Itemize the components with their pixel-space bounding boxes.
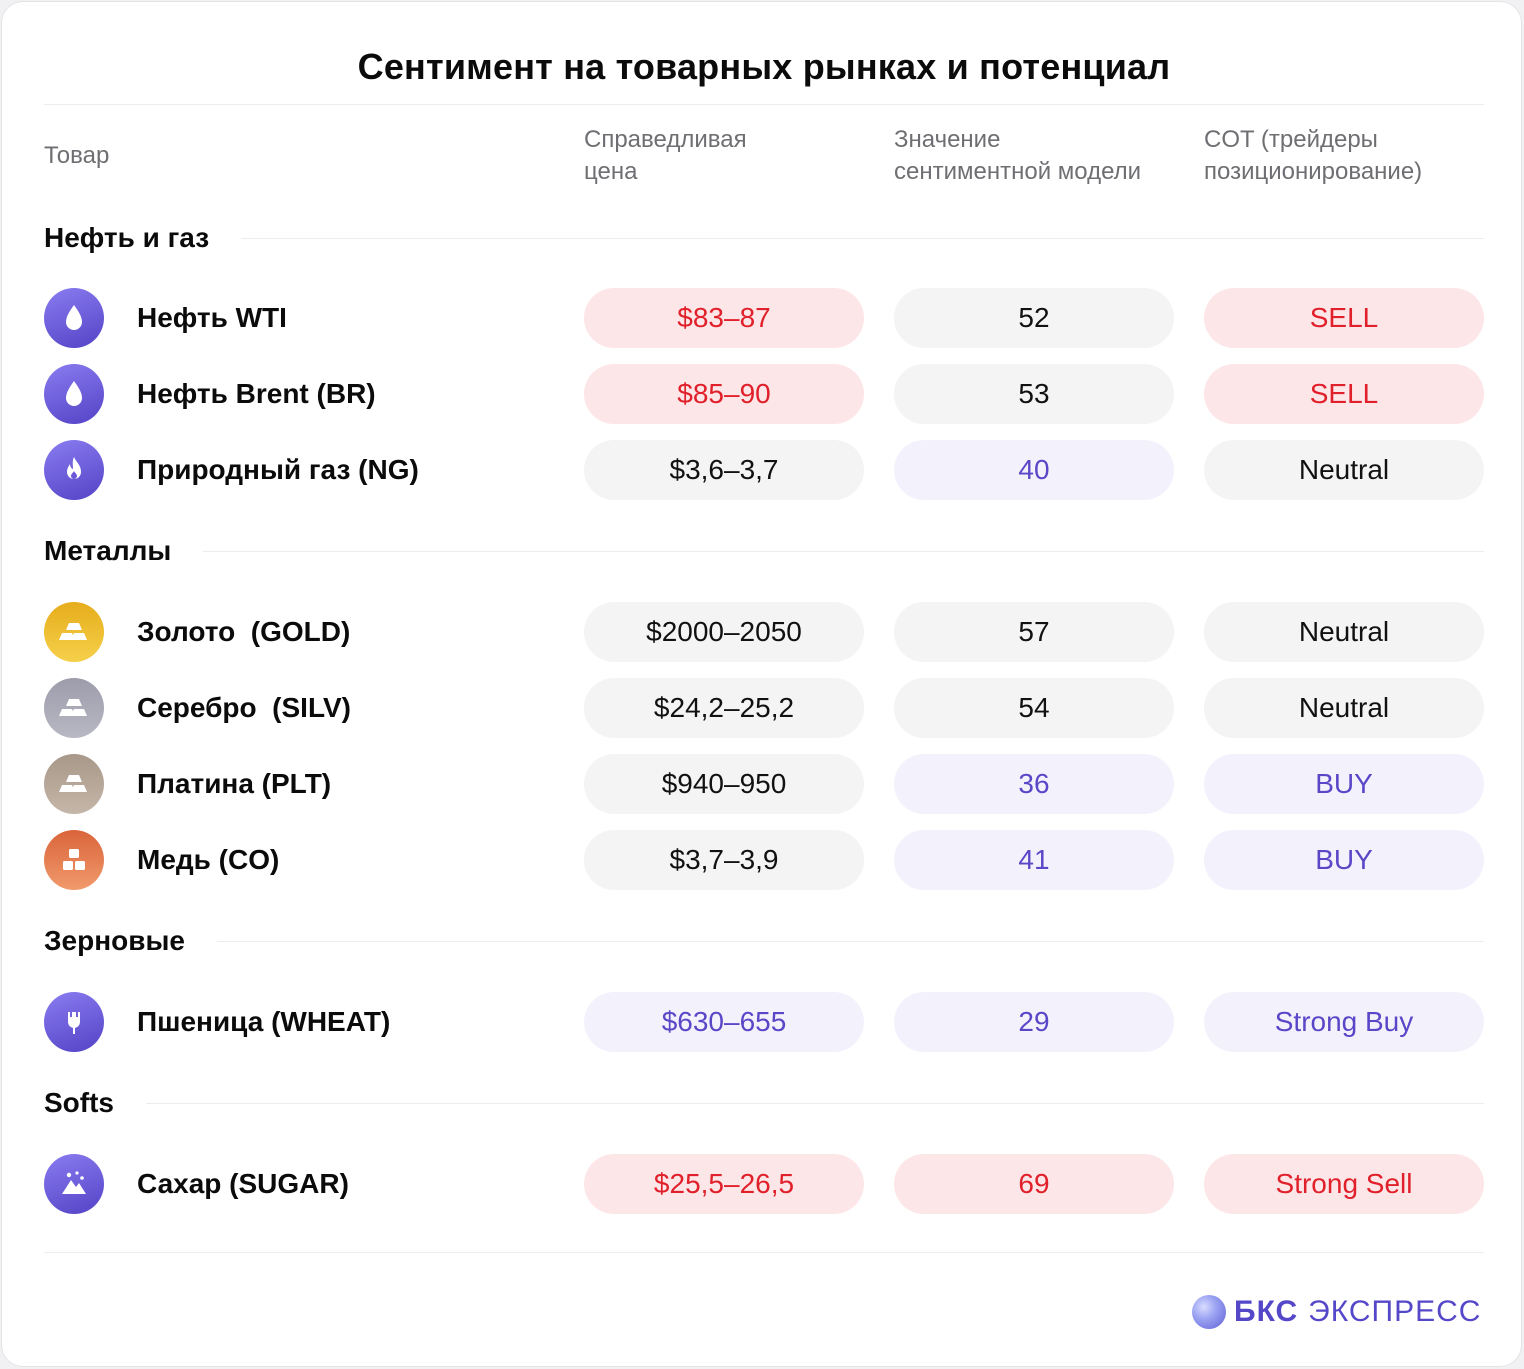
silver-bars-icon [44,678,104,738]
section-divider [146,1102,1484,1104]
section-metals: Металлы [44,534,1484,568]
commodity-name: Серебро (SILV) [137,692,351,723]
commodity-name: Сахар (SUGAR) [137,1168,349,1199]
copper-blocks-icon [44,830,104,890]
table-row: Медь (CO) $3,7–3,9 41 BUY [44,830,1484,890]
commodity-name: Нефть Brent (BR) [137,378,376,409]
section-grains: Зерновые [44,924,1484,958]
cot-value: SELL [1204,364,1484,424]
table-row: Природный газ (NG) $3,6–3,7 40 Neutral [44,440,1484,500]
commodity-name: Платина (PLT) [137,768,332,799]
section-divider [203,550,1484,552]
section-softs: Softs [44,1086,1484,1120]
cot-value: Neutral [1204,440,1484,500]
section-divider [216,940,1484,942]
sentiment-value: 41 [894,830,1174,890]
cot-value: Strong Buy [1204,992,1484,1052]
cot-value: BUY [1204,830,1484,890]
sentiment-value: 29 [894,992,1174,1052]
commodity-name: Медь (CO) [137,844,280,875]
fair-price-value: $25,5–26,5 [584,1154,864,1214]
platinum-bars-icon [44,754,104,814]
logo-text-bks: БКС [1234,1295,1299,1328]
sentiment-value: 54 [894,678,1174,738]
table-row: Платина (PLT) $940–950 36 BUY [44,754,1484,814]
sentiment-value: 52 [894,288,1174,348]
section-oil-gas: Нефть и газ [44,221,1484,255]
header-sentiment: Значение сентиментной модели [894,126,1142,185]
table-row: Нефть WTI $83–87 52 SELL [44,288,1484,348]
fair-price-value: $2000–2050 [584,602,864,662]
section-divider [241,237,1484,239]
commodity-name: Пшеница (WHEAT) [137,1006,391,1037]
commodity-name: Природный газ (NG) [137,454,419,485]
bks-express-logo: БКС ЭКСПРЕСС [1192,1292,1481,1332]
fair-price-value: $83–87 [584,288,864,348]
sentiment-value: 69 [894,1154,1174,1214]
fair-price-value: $24,2–25,2 [584,678,864,738]
oil-drop-icon [44,364,104,424]
sentiment-value: 53 [894,364,1174,424]
sentiment-value: 40 [894,440,1174,500]
cot-value: Neutral [1204,602,1484,662]
header-commodity: Товар [44,142,110,169]
table-row: Золото (GOLD) $2000–2050 57 Neutral [44,602,1484,662]
cot-value: Neutral [1204,678,1484,738]
fair-price-value: $3,6–3,7 [584,440,864,500]
flame-icon [44,440,104,500]
section-title: Металлы [44,535,172,566]
fair-price-value: $940–950 [584,754,864,814]
table-row: Нефть Brent (BR) $85–90 53 SELL [44,364,1484,424]
sentiment-value: 57 [894,602,1174,662]
footer-divider [44,1252,1484,1253]
table-row: Пшеница (WHEAT) $630–655 29 Strong Buy [44,992,1484,1052]
cot-value: SELL [1204,288,1484,348]
table-row: Серебро (SILV) $24,2–25,2 54 Neutral [44,678,1484,738]
cot-value: Strong Sell [1204,1154,1484,1214]
sugar-icon [44,1154,104,1214]
wheat-icon [44,992,104,1052]
fair-price-value: $3,7–3,9 [584,830,864,890]
header-cot: COT (трейдеры позиционирование) [1204,126,1423,185]
page-title: Сентимент на товарных рынках и потенциал [357,46,1171,87]
section-title: Softs [44,1087,114,1118]
oil-drop-icon [44,288,104,348]
fair-price-value: $85–90 [584,364,864,424]
commodity-name: Нефть WTI [137,302,287,333]
section-title: Зерновые [44,925,185,956]
section-title: Нефть и газ [44,222,210,253]
logo-text-express: ЭКСПРЕСС [1308,1295,1482,1328]
commodity-name: Золото (GOLD) [137,616,351,647]
logo-sphere-icon [1192,1295,1226,1329]
gold-bars-icon [44,602,104,662]
sentiment-value: 36 [894,754,1174,814]
fair-price-value: $630–655 [584,992,864,1052]
cot-value: BUY [1204,754,1484,814]
table-row: Сахар (SUGAR) $25,5–26,5 69 Strong Sell [44,1154,1484,1214]
title-divider [44,104,1484,105]
header-fair-price: Справедливая цена [584,126,747,185]
